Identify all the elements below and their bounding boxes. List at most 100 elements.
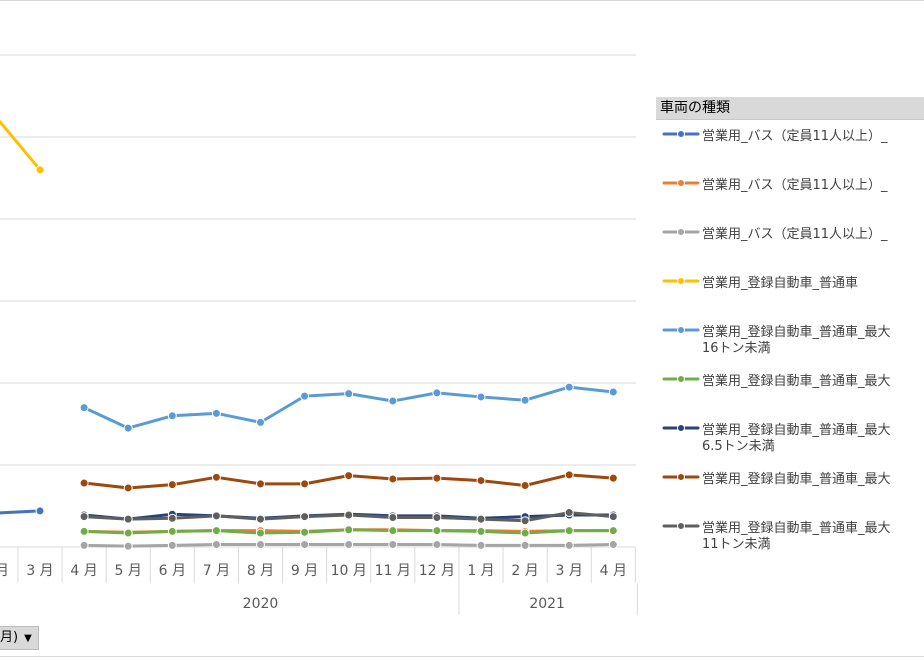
data-point	[256, 528, 265, 538]
legend-swatch-icon	[662, 424, 700, 432]
data-point	[256, 479, 265, 489]
legend-label: 営業用_登録自動車_普通車_最大	[702, 324, 891, 340]
legend-entry[interactable]: 営業用_登録自動車_普通車_最大 6.5トン未満	[662, 418, 924, 456]
data-point	[564, 508, 574, 518]
legend-swatch-icon	[662, 130, 700, 138]
x-tick-label: 11 月	[375, 563, 411, 579]
data-point	[123, 423, 133, 433]
legend-label: 営業用_登録自動車_普通車_最大	[702, 520, 891, 536]
data-point	[35, 165, 45, 175]
legend-row: 営業用_バス（定員11人以上）_	[662, 222, 924, 242]
data-point	[167, 480, 177, 490]
series	[0, 120, 45, 175]
data-point	[476, 514, 486, 524]
legend-entry[interactable]: 営業用_バス（定員11人以上）_	[662, 173, 924, 193]
data-point	[608, 512, 618, 522]
legend-entry[interactable]: 営業用_バス（定員11人以上）_	[662, 124, 924, 144]
data-point	[167, 540, 177, 550]
data-point	[211, 408, 221, 418]
data-point	[123, 483, 133, 493]
data-point	[608, 540, 618, 550]
legend-swatch-icon	[662, 522, 700, 530]
legend-swatch-icon	[662, 375, 700, 383]
data-point	[432, 512, 442, 522]
data-point	[476, 540, 486, 550]
legend-row: 営業用_登録自動車_普通車_最大	[662, 320, 924, 340]
x-tick-label: 10 月	[331, 563, 367, 579]
data-point	[211, 540, 221, 550]
data-point	[79, 478, 89, 488]
legend-entry[interactable]: 営業用_登録自動車_普通車	[662, 271, 924, 291]
legend-entry[interactable]: 営業用_登録自動車_普通車_最大 11トン未満	[662, 516, 924, 554]
data-point	[167, 526, 177, 536]
legend-label: 営業用_登録自動車_普通車_最大	[702, 373, 891, 389]
data-point	[564, 540, 574, 550]
data-point	[211, 511, 221, 521]
data-point	[300, 391, 310, 401]
series-line	[0, 509, 42, 515]
data-point	[520, 528, 530, 538]
series	[79, 382, 618, 433]
x-tick-label: 6 月	[159, 563, 186, 579]
series	[79, 508, 618, 526]
data-point	[256, 514, 265, 524]
data-point	[476, 526, 486, 536]
legend-row: 営業用_バス（定員11人以上）_	[662, 124, 924, 144]
legend-entry[interactable]: 営業用_登録自動車_普通車_最大	[662, 369, 924, 389]
data-point	[388, 512, 398, 522]
legend-label-continued: 11トン未満	[702, 537, 771, 552]
data-point	[256, 417, 265, 427]
data-point	[388, 396, 398, 406]
x-tick-label: 7 月	[203, 563, 230, 579]
category-axis: 3 月 4 月 5 月 6 月 7 月 8 月 9 月 10 月 11 月 12 月 1 月 2 月 3…	[0, 546, 638, 615]
data-point	[123, 514, 133, 524]
legend-entry[interactable]: 営業用_登録自動車_普通車_最大 16トン未満	[662, 320, 924, 358]
x-tick-label: 8 月	[247, 563, 274, 579]
data-point	[432, 388, 442, 398]
series	[79, 525, 618, 538]
line-chart: 3 月 4 月 5 月 6 月 7 月 8 月 9 月 10 月 11 月 12 月 1 月 2 月 3…	[0, 54, 638, 615]
series	[79, 470, 618, 493]
data-point	[344, 471, 354, 481]
data-point	[388, 526, 398, 536]
gridlines	[0, 54, 636, 466]
legend-label: 営業用_登録自動車_普通車_最大	[702, 471, 891, 487]
data-point	[388, 474, 398, 484]
x-tick-label: 4 月	[600, 563, 627, 579]
data-point	[520, 481, 530, 490]
legend-row: 営業用_登録自動車_普通車_最大	[662, 467, 924, 487]
x-tick-label: 4 月	[70, 563, 97, 579]
legend-label: 営業用_登録自動車_普通車_最大	[702, 422, 891, 438]
data-point	[564, 526, 574, 536]
legend-label: 営業用_登録自動車_普通車	[702, 275, 859, 291]
series-line	[0, 120, 42, 172]
series-lines	[0, 120, 618, 551]
data-point	[300, 540, 310, 550]
data-point	[79, 540, 89, 550]
legend-entry[interactable]: 営業用_バス（定員11人以上）_	[662, 222, 924, 242]
data-point	[432, 540, 442, 550]
legend-swatch-icon	[662, 277, 700, 285]
data-point	[476, 476, 486, 486]
data-point	[564, 470, 574, 480]
data-point	[300, 512, 310, 522]
top-border	[0, 0, 924, 1]
data-point	[608, 526, 618, 536]
data-point	[344, 510, 354, 520]
data-point	[388, 540, 398, 550]
legend-row: 営業用_登録自動車_普通車_最大	[662, 369, 924, 389]
x-tick-label: 1 月	[467, 563, 494, 579]
legend-label-continued: 6.5トン未満	[702, 439, 775, 454]
data-point	[564, 382, 574, 392]
legend-entry[interactable]: 営業用_登録自動車_普通車_最大	[662, 467, 924, 487]
legend-label: 営業用_バス（定員11人以上）_	[702, 128, 888, 144]
data-point	[123, 528, 133, 538]
dropdown-arrow-icon: ▼	[24, 633, 32, 644]
data-point	[211, 472, 221, 482]
data-point	[520, 395, 530, 405]
axis-field-filter-button[interactable]: 月) ▼	[0, 626, 39, 650]
x-group-label: 2021	[529, 596, 565, 612]
data-point	[123, 541, 133, 551]
data-point	[344, 525, 354, 535]
x-group-label: 2020	[243, 596, 279, 612]
